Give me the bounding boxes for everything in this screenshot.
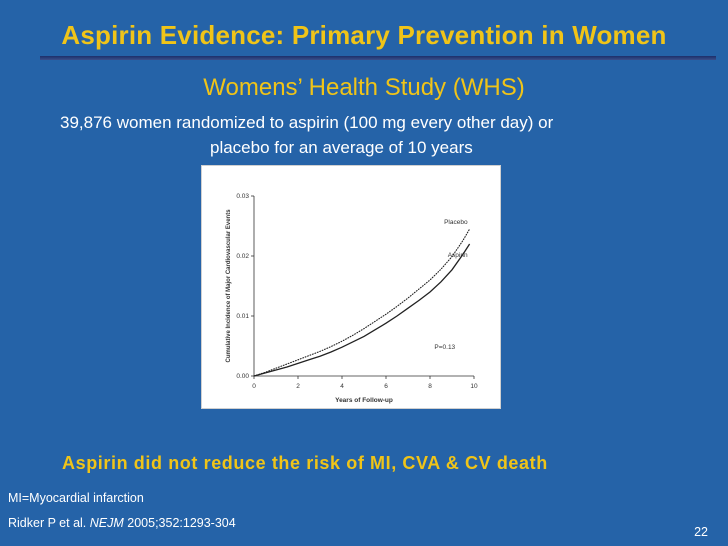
series-line-placebo	[253, 228, 471, 377]
abbreviation-footnote: MI=Myocardial infarction	[8, 491, 144, 505]
citation-journal: NEJM	[89, 516, 124, 530]
y-tick-label: 0.02	[236, 253, 249, 260]
series-label-aspirin: Aspirin	[448, 252, 468, 259]
x-tick-label: 8	[428, 383, 432, 390]
chart-axes	[253, 196, 474, 377]
series-line-aspirin	[253, 243, 471, 377]
y-axis-label: Cumulative Incidence of Major Cardiovasc…	[226, 209, 232, 363]
study-description: 39,876 women randomized to aspirin (100 …	[60, 110, 660, 160]
page-number: 22	[694, 525, 708, 539]
citation-details: 2005;352:1293-304	[123, 516, 236, 530]
chart-ticks: 0 2 4 6 8 10 0.00 0.01 0.02 0.03	[236, 193, 478, 390]
description-line-2: placebo for an average of 10 years	[210, 138, 473, 157]
description-line-1: 39,876 women randomized to aspirin (100 …	[60, 113, 554, 132]
chart-labels: Placebo Aspirin P=0.13 Years of Follow-up Cu…	[226, 209, 468, 404]
y-tick-label: 0.03	[236, 193, 249, 200]
chart-svg: 0 2 4 6 8 10 0.00 0.01 0.02 0.03 Placebo Aspirin P=…	[226, 193, 478, 404]
series-label-placebo: Placebo	[444, 219, 468, 226]
conclusion-text: Aspirin did not reduce the risk of MI, C…	[62, 453, 548, 473]
citation-authors: Ridker P et al.	[8, 516, 87, 530]
x-tick-label: 0	[252, 383, 256, 390]
x-axis-label: Years of Follow-up	[335, 397, 393, 404]
cumulative-incidence-chart: 0 2 4 6 8 10 0.00 0.01 0.02 0.03 Placebo Aspirin P=…	[201, 165, 501, 409]
p-value-annotation: P=0.13	[434, 344, 455, 351]
x-tick-label: 10	[470, 383, 478, 390]
x-tick-label: 4	[340, 383, 344, 390]
y-tick-label: 0.01	[236, 313, 249, 320]
title-underline	[40, 56, 716, 60]
x-tick-label: 6	[384, 383, 388, 390]
chart-series	[253, 228, 471, 377]
slide-title: Aspirin Evidence: Primary Prevention in …	[61, 20, 667, 50]
citation: Ridker P et al. NEJM 2005;352:1293-304	[8, 516, 236, 530]
x-tick-label: 2	[296, 383, 300, 390]
study-name: Womens’ Health Study (WHS)	[203, 74, 525, 101]
y-tick-label: 0.00	[236, 373, 249, 380]
